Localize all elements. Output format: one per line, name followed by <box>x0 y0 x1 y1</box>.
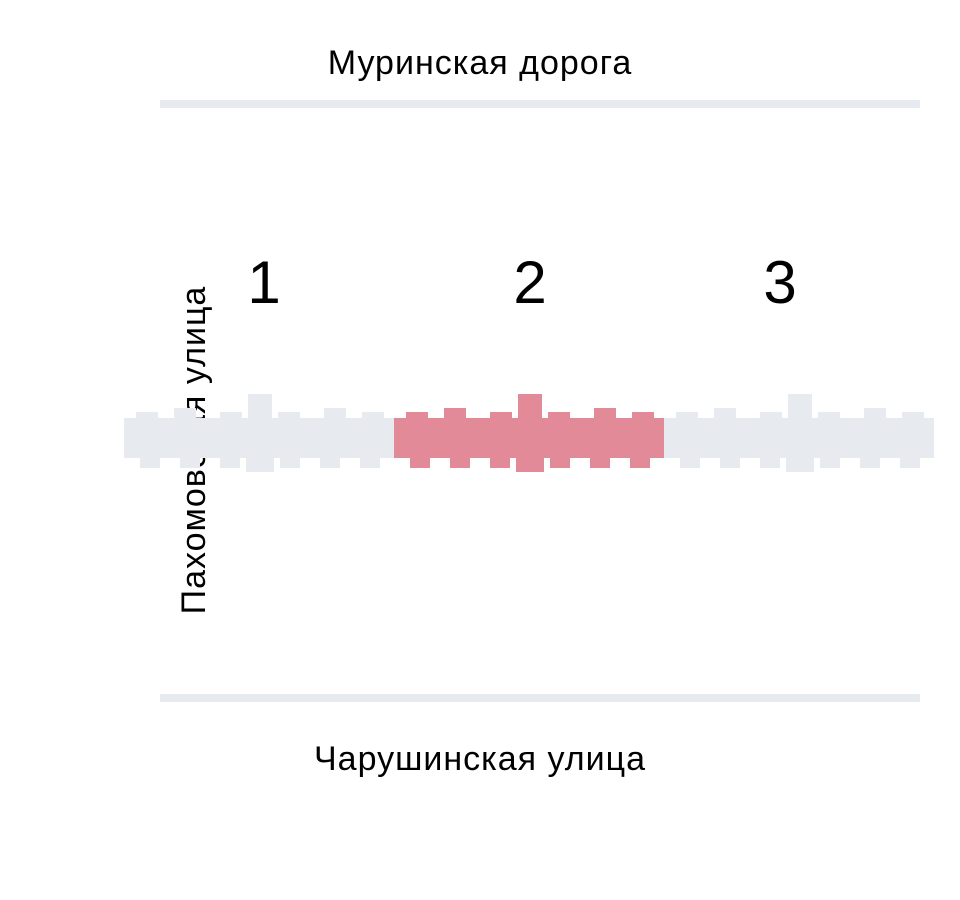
building-block-2 <box>394 378 664 478</box>
block-number-2: 2 <box>500 248 560 317</box>
block-number-3: 3 <box>750 248 810 317</box>
block-number-1: 1 <box>234 248 294 317</box>
site-plan: Муринская дорога Чарушинская улица Пахом… <box>0 0 960 900</box>
street-label-top: Муринская дорога <box>0 44 960 83</box>
street-label-bottom: Чарушинская улица <box>0 740 960 779</box>
street-line-top <box>160 100 920 108</box>
building-block-1 <box>124 378 394 478</box>
street-line-bottom <box>160 694 920 702</box>
building-block-3 <box>664 378 934 478</box>
